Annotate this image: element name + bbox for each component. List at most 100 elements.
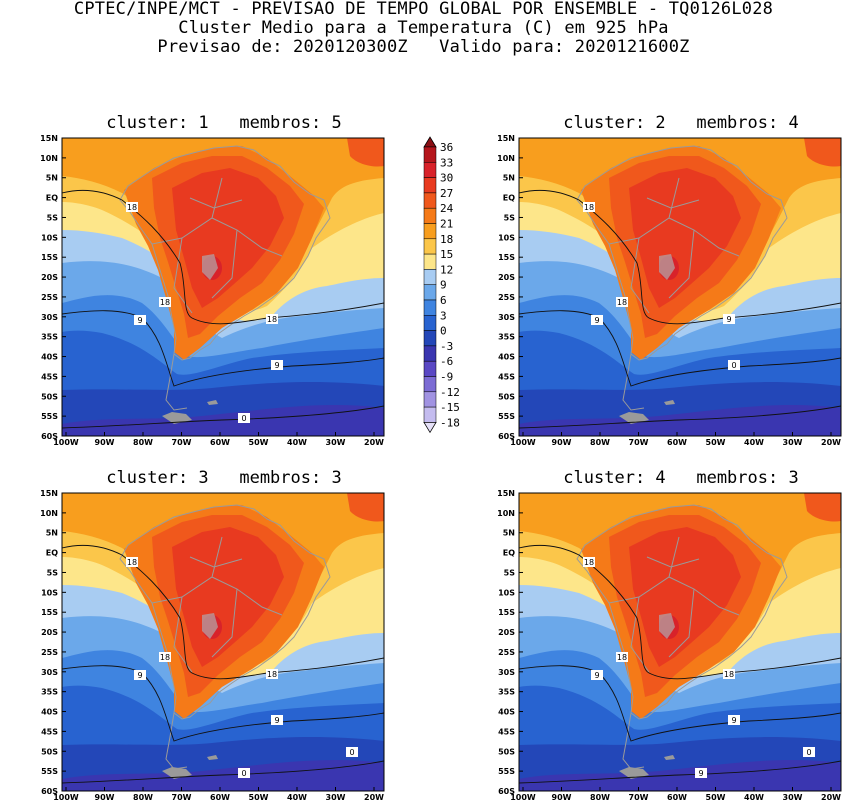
lat-label: 15S	[498, 608, 515, 617]
internal-borders	[608, 536, 740, 673]
contour-label: 18	[127, 203, 137, 212]
africa-warm-area	[804, 493, 841, 522]
country-borders	[119, 145, 331, 411]
panel-2-title: cluster: 2 membros: 4	[563, 113, 799, 133]
lat-label: 20S	[498, 273, 515, 282]
lat-label: 60S	[41, 432, 58, 441]
lat-label: 30S	[41, 313, 58, 322]
lat-label: 25S	[41, 648, 58, 657]
map-field: 18 18 18 9 9 9 0	[519, 493, 841, 791]
tierra-del-fuego	[619, 412, 649, 424]
lat-label: 25S	[41, 293, 58, 302]
colorbar-bottom-arrow	[423, 422, 437, 434]
lon-label: 80W	[590, 793, 610, 802]
coastline	[576, 504, 788, 720]
continent-warm-area	[124, 505, 324, 719]
lon-label: 50W	[706, 438, 726, 447]
chart-title-line-1: CPTEC/INPE/MCT - PREVISAO DE TEMPO GLOBA…	[73, 0, 774, 19]
pantanal-shade	[659, 613, 675, 639]
tierra-del-fuego	[619, 767, 649, 779]
lat-label: 50S	[498, 392, 515, 401]
lat-label: 25S	[498, 648, 515, 657]
contour-label-box	[159, 297, 171, 307]
lat-label: 5N	[503, 529, 515, 538]
colorbar-label: 9	[440, 279, 447, 292]
contour-label: 0	[241, 769, 246, 778]
lat-label: 35S	[498, 333, 515, 342]
lon-label: 90W	[552, 438, 572, 447]
temp-band-30	[629, 527, 741, 667]
contour-label-box	[591, 315, 603, 325]
contour-label: 18	[617, 298, 627, 307]
contour-label: 18	[267, 670, 277, 679]
colorbar-swatch	[423, 177, 437, 194]
malvinas	[207, 400, 218, 405]
contour-label: 18	[160, 653, 170, 662]
contour-label: 18	[617, 653, 627, 662]
lon-label: 60W	[210, 438, 230, 447]
lon-label: 40W	[744, 438, 764, 447]
lon-label: 80W	[133, 793, 153, 802]
contour-18	[519, 189, 841, 325]
lon-label: 60W	[667, 793, 687, 802]
internal-borders	[151, 536, 283, 673]
tierra-del-fuego	[162, 767, 192, 779]
contour-9	[519, 310, 841, 387]
colorbar-label: 21	[440, 218, 453, 231]
lat-label: 15S	[41, 253, 58, 262]
lon-label: 20W	[364, 438, 384, 447]
pantanal-shade	[659, 254, 675, 280]
contour-label-box	[695, 768, 707, 778]
contour-label-box	[583, 557, 595, 567]
lat-label: 5N	[46, 174, 58, 183]
lat-label: 55S	[41, 412, 58, 421]
continent-warm-area	[581, 505, 781, 719]
map-frame	[518, 492, 842, 792]
lon-label: 80W	[590, 438, 610, 447]
temp-band-30	[629, 168, 741, 308]
colorbar-swatch	[423, 207, 437, 224]
colorbar-label: 27	[440, 187, 453, 200]
colorbar-label: 36	[440, 141, 453, 154]
lat-label: 5S	[504, 213, 516, 222]
map-frame	[518, 137, 842, 437]
internal-borders	[608, 177, 740, 314]
colorbar-swatch	[423, 146, 437, 163]
contour-label-box	[266, 314, 278, 324]
malvinas	[207, 755, 218, 760]
lon-label: 100W	[510, 438, 536, 447]
lat-label: EQ	[46, 194, 58, 203]
colorbar-swatch	[423, 406, 437, 423]
contour-label: 0	[731, 361, 736, 370]
lat-label: 10N	[497, 154, 515, 163]
lon-label: 40W	[744, 793, 764, 802]
lon-label: 80W	[133, 438, 153, 447]
lon-label: 30W	[326, 793, 346, 802]
colorbar-label: 15	[440, 248, 453, 261]
colorbar-label: 12	[440, 263, 453, 276]
contour-label-box	[723, 669, 735, 679]
colorbar-label: -18	[440, 416, 460, 429]
lon-label: 70W	[172, 438, 192, 447]
contour-label: 18	[584, 558, 594, 567]
chart-title-line-2: Cluster Medio para a Temperatura (C) em …	[178, 18, 669, 38]
chart-title-line-3: Previsao de: 2020120300Z Valido para: 20…	[157, 37, 690, 57]
contour-label: 18	[584, 203, 594, 212]
contour-0	[62, 405, 384, 429]
lat-label: 40S	[498, 353, 515, 362]
lat-label: 15N	[497, 134, 515, 143]
lon-label: 100W	[53, 438, 79, 447]
lat-label: 50S	[41, 747, 58, 756]
lat-label: 35S	[41, 333, 58, 342]
continent-warm-area	[124, 146, 324, 360]
contour-18	[62, 189, 384, 325]
lat-label: 10S	[498, 233, 515, 242]
lat-label: 55S	[498, 767, 515, 776]
pantanal-shade	[202, 613, 218, 639]
colorbar-label: 3	[440, 309, 447, 322]
map-panel-3: 18 18 18 9 9 0 0 15N 10N 5N EQ 5S 10S 15S 20S 25S 30S 35S…	[40, 489, 385, 802]
contour-label-box	[238, 413, 250, 423]
contour-label-box	[159, 652, 171, 662]
colorbar-swatch	[423, 223, 437, 240]
